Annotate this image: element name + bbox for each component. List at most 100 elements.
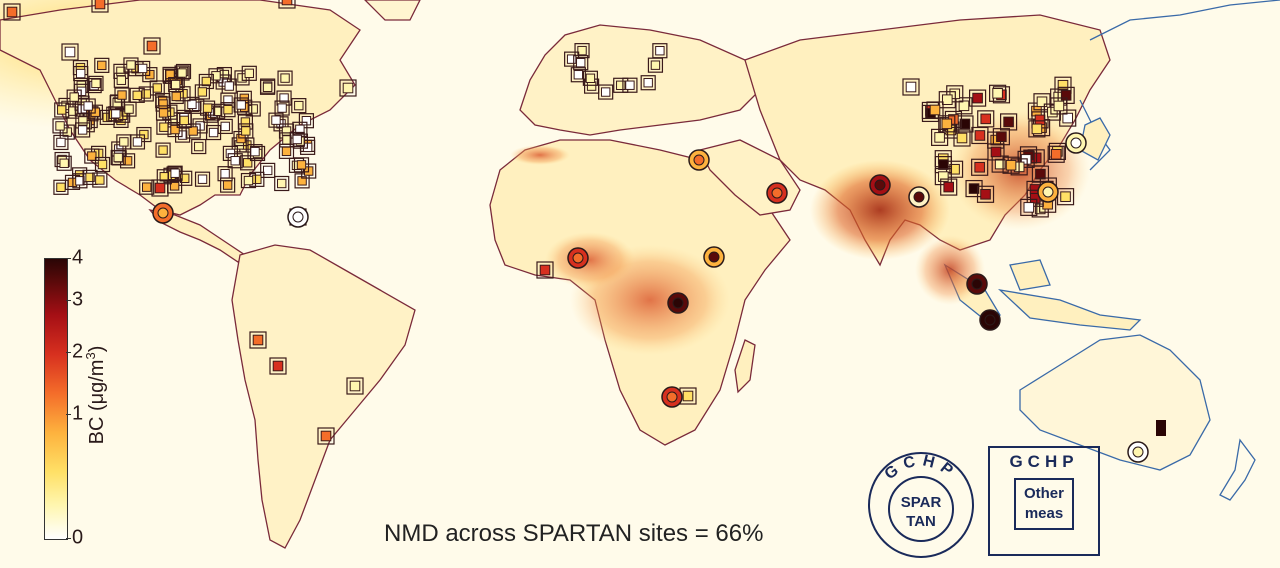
other-meas-site-marker-fill [97, 60, 107, 71]
other-meas-site-marker-fill [1053, 100, 1065, 112]
other-meas-site-marker [987, 143, 1005, 161]
other-meas-site-marker-fill [996, 131, 1007, 142]
other-meas-site-marker-fill [240, 117, 251, 127]
other-meas-site-marker-fill [75, 176, 85, 186]
legend-circle-outer-label: GCHP [882, 452, 955, 483]
other-meas-site-marker-fill [320, 430, 332, 442]
land-new-zealand [1219, 438, 1256, 501]
other-meas-site-marker-fill [6, 6, 18, 18]
other-meas-site-marker-fill [236, 133, 246, 144]
other-meas-site-marker-fill [158, 108, 169, 118]
haze-south-asia [810, 160, 950, 260]
colorbar [44, 258, 68, 540]
legend-circle-inner-line2: TAN [906, 513, 936, 530]
spartan-site-marker-fill [1042, 186, 1054, 198]
colorbar-label-sup: 3 [83, 352, 99, 360]
other-meas-site-marker-fill [942, 94, 953, 106]
colorbar-tick-label: 3 [72, 288, 84, 311]
other-meas-site-marker [61, 43, 79, 61]
other-meas-site-marker [976, 185, 995, 203]
other-meas-site-marker-fill [76, 68, 86, 79]
other-meas-site-marker [84, 148, 100, 164]
other-meas-site-marker-fill [222, 180, 233, 190]
other-meas-site-marker-fill [132, 137, 143, 147]
other-meas-site-marker [221, 78, 237, 94]
other-meas-site-marker [162, 66, 178, 83]
other-meas-site-marker [260, 162, 276, 179]
other-meas-site-marker-fill [78, 116, 88, 126]
other-meas-site-marker-fill [586, 81, 597, 91]
other-meas-site-marker-fill [281, 126, 292, 136]
colorbar-label-prefix: BC (μg/m [85, 359, 108, 445]
other-meas-site-marker [139, 179, 155, 195]
legend-circle-inner-line1: SPAR [901, 494, 942, 511]
other-meas-site-marker [176, 112, 192, 128]
other-meas-site-marker-fill [194, 141, 204, 152]
other-meas-site-marker [167, 121, 183, 138]
other-meas-site-marker [191, 138, 207, 155]
other-meas-site-marker [109, 95, 125, 111]
other-meas-site-marker [174, 65, 190, 81]
other-meas-site-marker [269, 357, 287, 375]
other-meas-site-marker [953, 129, 971, 147]
other-meas-site-marker-fill [958, 100, 970, 112]
other-meas-site-marker-fill [137, 63, 148, 74]
other-meas-site-marker-fill [1036, 96, 1048, 108]
other-meas-site-marker [220, 102, 236, 118]
other-meas-site-marker-fill [938, 171, 949, 182]
other-meas-site-marker [241, 65, 257, 81]
colorbar-label: BC (μg/m3) [83, 346, 109, 445]
other-meas-site-marker-fill [349, 380, 361, 392]
other-meas-site-marker-fill [277, 178, 287, 189]
spartan-site-marker-fill [666, 391, 678, 403]
other-meas-site-marker [291, 98, 307, 114]
other-meas-site-marker [75, 122, 91, 138]
other-meas-site-marker [194, 171, 211, 187]
spartan-site-marker-fill [572, 252, 584, 264]
other-meas-site-marker-fill [1034, 114, 1046, 126]
other-meas-site-marker-fill [295, 124, 305, 135]
other-meas-site-marker [155, 142, 171, 158]
other-meas-site-marker [168, 88, 184, 105]
other-meas-site-marker-fill [56, 182, 66, 193]
other-meas-site-marker [598, 84, 614, 100]
other-meas-site-marker [53, 179, 69, 195]
other-meas-site-marker-fill [244, 68, 254, 79]
other-meas-site-marker-fill [59, 158, 69, 168]
other-meas-site-marker [143, 37, 161, 55]
other-meas-site-marker-fill [262, 82, 273, 92]
other-meas-site-marker-fill [974, 161, 985, 173]
spartan-site-marker-fill [693, 154, 705, 166]
other-meas-site-marker-fill [248, 104, 258, 114]
other-meas-site-marker-fill [277, 103, 287, 113]
other-meas-site-marker-fill [281, 146, 292, 157]
other-meas-site-marker [184, 96, 200, 112]
other-meas-site-marker [274, 175, 290, 192]
other-meas-site-marker [573, 55, 589, 71]
nmd-statistic: NMD across SPARTAN sites = 66% [384, 520, 764, 547]
other-meas-site-marker-fill [941, 118, 953, 130]
other-meas-site-marker-fill [294, 100, 304, 111]
other-meas-site-marker-fill [262, 165, 273, 176]
hotspot-southeast-australia [1156, 420, 1166, 436]
other-meas-site-marker [317, 427, 335, 445]
other-meas-site-marker [339, 79, 357, 97]
legend-other-meas-square: GCHP Other meas [988, 446, 1100, 556]
other-meas-site-marker-fill [230, 156, 240, 166]
other-meas-site-marker [259, 79, 276, 95]
other-meas-site-marker [1057, 86, 1075, 104]
other-meas-site-marker-fill [117, 90, 127, 100]
other-meas-site-marker-fill [57, 105, 67, 115]
other-meas-site-marker [94, 156, 111, 173]
other-meas-site-marker-fill [126, 60, 136, 70]
other-meas-site-marker [114, 87, 130, 103]
other-meas-site-marker [274, 100, 290, 116]
other-meas-site-marker [129, 87, 145, 103]
other-meas-site-marker [167, 165, 183, 181]
other-meas-site-marker-fill [220, 121, 230, 132]
other-meas-site-marker-fill [177, 68, 187, 78]
other-meas-site-marker-fill [625, 80, 635, 90]
other-meas-site-marker [168, 76, 184, 93]
other-meas-site-marker-fill [202, 103, 213, 113]
